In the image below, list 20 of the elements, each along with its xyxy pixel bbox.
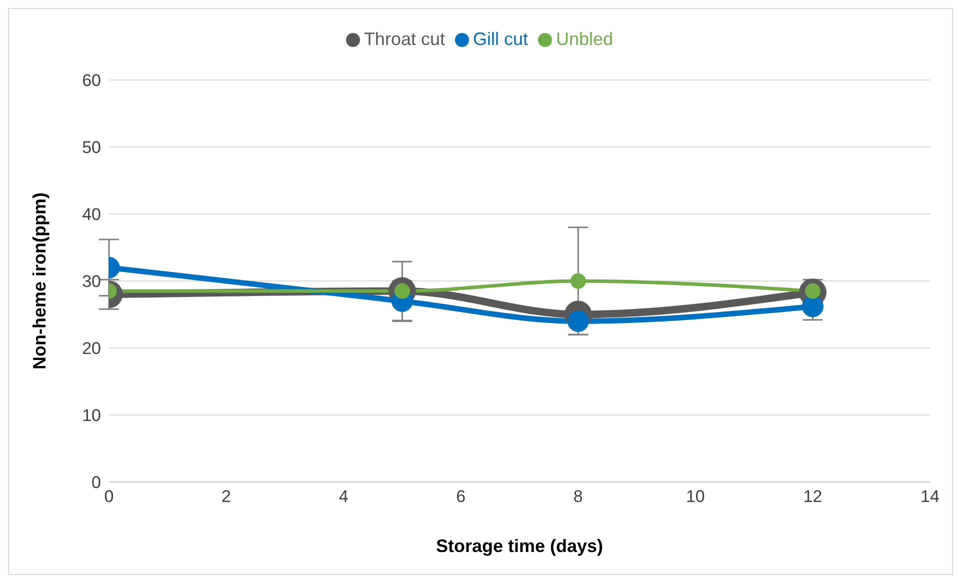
x-tick-label: 12 (803, 487, 822, 506)
legend-label: Throat cut (364, 29, 445, 49)
x-tick-label: 14 (920, 487, 940, 506)
y-tick-label: 60 (82, 71, 101, 90)
y-tick-label: 20 (82, 339, 101, 358)
y-tick-label: 0 (92, 473, 101, 492)
x-tick-label: 10 (686, 487, 705, 506)
legend-label: Gill cut (472, 29, 528, 49)
x-tick-label: 8 (573, 487, 583, 506)
x-tick-label: 4 (338, 487, 348, 506)
x-tick-label: 2 (222, 487, 232, 506)
y-tick-label: 50 (82, 138, 101, 158)
legend-label: Unbled (556, 29, 614, 49)
y-axis-title: Non-heme iron(ppm) (29, 192, 50, 370)
y-tick-label: 30 (82, 272, 101, 292)
y-tick-label: 10 (82, 406, 101, 426)
x-axis-title: Storage time (days) (436, 536, 604, 556)
x-tick-label: 6 (456, 487, 466, 506)
y-tick-label: 40 (82, 205, 101, 224)
x-tick-label: 0 (104, 487, 114, 506)
